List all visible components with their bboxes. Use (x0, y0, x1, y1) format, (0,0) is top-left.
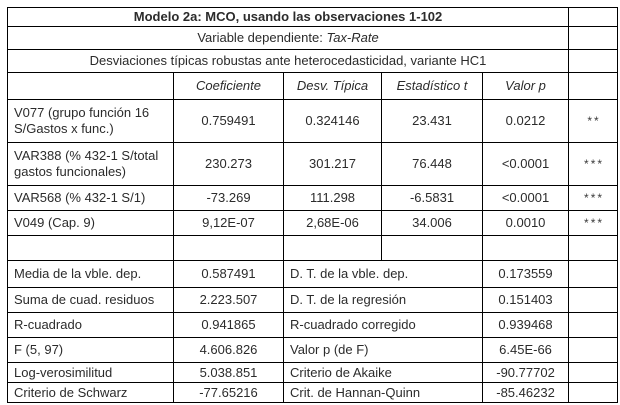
empty-cell (568, 260, 619, 289)
col-header-std-error: Desv. Típica (283, 72, 382, 101)
model-title-row: Modelo 2a: MCO, usando las observaciones… (6, 6, 619, 28)
empty-cell (283, 235, 382, 262)
t-stat-cell: 76.448 (381, 142, 483, 187)
spacer-row (7, 235, 619, 262)
dependent-variable-cell: Variable dependiente: Tax-Rate (6, 26, 570, 51)
coef-row: V077 (grupo función 16 S/Gastos x func.)… (7, 99, 619, 144)
coefficient-cell: -73.269 (173, 185, 284, 212)
empty-cell (568, 6, 619, 28)
stat-value-cell: 0.151403 (481, 287, 570, 314)
coefficient-cell: 230.273 (173, 142, 284, 187)
p-value-cell: 0.0010 (481, 210, 570, 237)
stat-label-cell: D. T. de la vble. dep. (283, 260, 483, 289)
stat-value-cell: 0.587491 (173, 260, 284, 289)
empty-cell (568, 337, 619, 364)
coef-row: VAR568 (% 432-1 S/1) -73.269 111.298 -6.… (7, 185, 619, 212)
variable-name-cell: VAR568 (% 432-1 S/1) (7, 185, 174, 212)
significance-cell: *** (568, 185, 619, 212)
std-error-cell: 111.298 (283, 185, 382, 212)
stat-value-cell: 5.038.851 (173, 362, 284, 384)
stat-label-cell: F (5, 97) (7, 337, 174, 364)
std-error-cell: 301.217 (283, 142, 382, 187)
stat-value-cell: 4.606.826 (173, 337, 284, 364)
std-error-cell: 2,68E-06 (283, 210, 382, 237)
variable-name-cell: VAR388 (% 432-1 S/total gastos funcional… (7, 142, 174, 187)
coef-row: VAR388 (% 432-1 S/total gastos funcional… (7, 142, 619, 187)
regression-model-table: Modelo 2a: MCO, usando las observaciones… (6, 6, 619, 404)
stats-row: R-cuadrado 0.941865 R-cuadrado corregido… (7, 312, 619, 339)
variable-name-cell: V049 (Cap. 9) (7, 210, 174, 237)
p-value-cell: 0.0212 (481, 99, 570, 144)
stats-row: Media de la vble. dep. 0.587491 D. T. de… (7, 260, 619, 289)
stat-label-cell: Criterio de Schwarz (7, 382, 174, 404)
empty-cell (568, 287, 619, 314)
stat-label-cell: D. T. de la regresión (283, 287, 483, 314)
stat-label-cell: Criterio de Akaike (283, 362, 483, 384)
stat-value-cell: -90.77702 (481, 362, 570, 384)
col-header-t-stat: Estadístico t (381, 72, 483, 101)
col-header-p-value: Valor p (481, 72, 570, 101)
stats-row: F (5, 97) 4.606.826 Valor p (de F) 6.45E… (7, 337, 619, 364)
stat-label-cell: Suma de cuad. residuos (7, 287, 174, 314)
empty-cell (7, 235, 174, 262)
stat-value-cell: -77.65216 (173, 382, 284, 404)
dependent-variable-row: Variable dependiente: Tax-Rate (6, 26, 619, 51)
empty-cell (7, 72, 174, 101)
stats-row: Log-verosimilitud 5.038.851 Criterio de … (7, 362, 619, 384)
stat-label-cell: Media de la vble. dep. (7, 260, 174, 289)
empty-cell (173, 235, 284, 262)
t-stat-cell: -6.5831 (381, 185, 483, 212)
t-stat-cell: 34.006 (381, 210, 483, 237)
significance-cell: *** (568, 142, 619, 187)
dependent-variable-label: Variable dependiente: (197, 30, 327, 46)
variable-name-cell: V077 (grupo función 16 S/Gastos x func.) (7, 99, 174, 144)
dependent-variable-name: Tax-Rate (326, 30, 379, 46)
empty-cell (568, 382, 619, 404)
stat-value-cell: 0.941865 (173, 312, 284, 339)
empty-cell (568, 26, 619, 51)
empty-cell (568, 49, 619, 74)
stat-label-cell: Log-verosimilitud (7, 362, 174, 384)
empty-cell (381, 235, 483, 262)
coef-row: V049 (Cap. 9) 9,12E-07 2,68E-06 34.006 0… (7, 210, 619, 237)
stat-value-cell: 6.45E-66 (481, 337, 570, 364)
empty-cell (568, 235, 619, 262)
significance-cell: ** (568, 99, 619, 144)
model-title: Modelo 2a: MCO, usando las observaciones… (6, 6, 570, 28)
p-value-cell: <0.0001 (481, 185, 570, 212)
stats-row: Criterio de Schwarz -77.65216 Crit. de H… (7, 382, 619, 404)
stat-value-cell: 0.939468 (481, 312, 570, 339)
robust-note: Desviaciones típicas robustas ante heter… (6, 49, 570, 74)
column-header-row: Coeficiente Desv. Típica Estadístico t V… (7, 72, 619, 101)
stat-value-cell: -85.46232 (481, 382, 570, 404)
significance-cell: *** (568, 210, 619, 237)
empty-cell (568, 312, 619, 339)
stat-value-cell: 0.173559 (481, 260, 570, 289)
coefficient-cell: 9,12E-07 (173, 210, 284, 237)
col-header-coefficient: Coeficiente (173, 72, 284, 101)
stat-label-cell: R-cuadrado corregido (283, 312, 483, 339)
stat-label-cell: Valor p (de F) (283, 337, 483, 364)
coefficient-cell: 0.759491 (173, 99, 284, 144)
stats-row: Suma de cuad. residuos 2.223.507 D. T. d… (7, 287, 619, 314)
p-value-cell: <0.0001 (481, 142, 570, 187)
t-stat-cell: 23.431 (381, 99, 483, 144)
stat-label-cell: R-cuadrado (7, 312, 174, 339)
empty-cell (568, 362, 619, 384)
stat-label-cell: Crit. de Hannan-Quinn (283, 382, 483, 404)
robust-note-row: Desviaciones típicas robustas ante heter… (6, 49, 619, 74)
stat-value-cell: 2.223.507 (173, 287, 284, 314)
empty-cell (481, 235, 570, 262)
empty-cell (568, 72, 619, 101)
std-error-cell: 0.324146 (283, 99, 382, 144)
